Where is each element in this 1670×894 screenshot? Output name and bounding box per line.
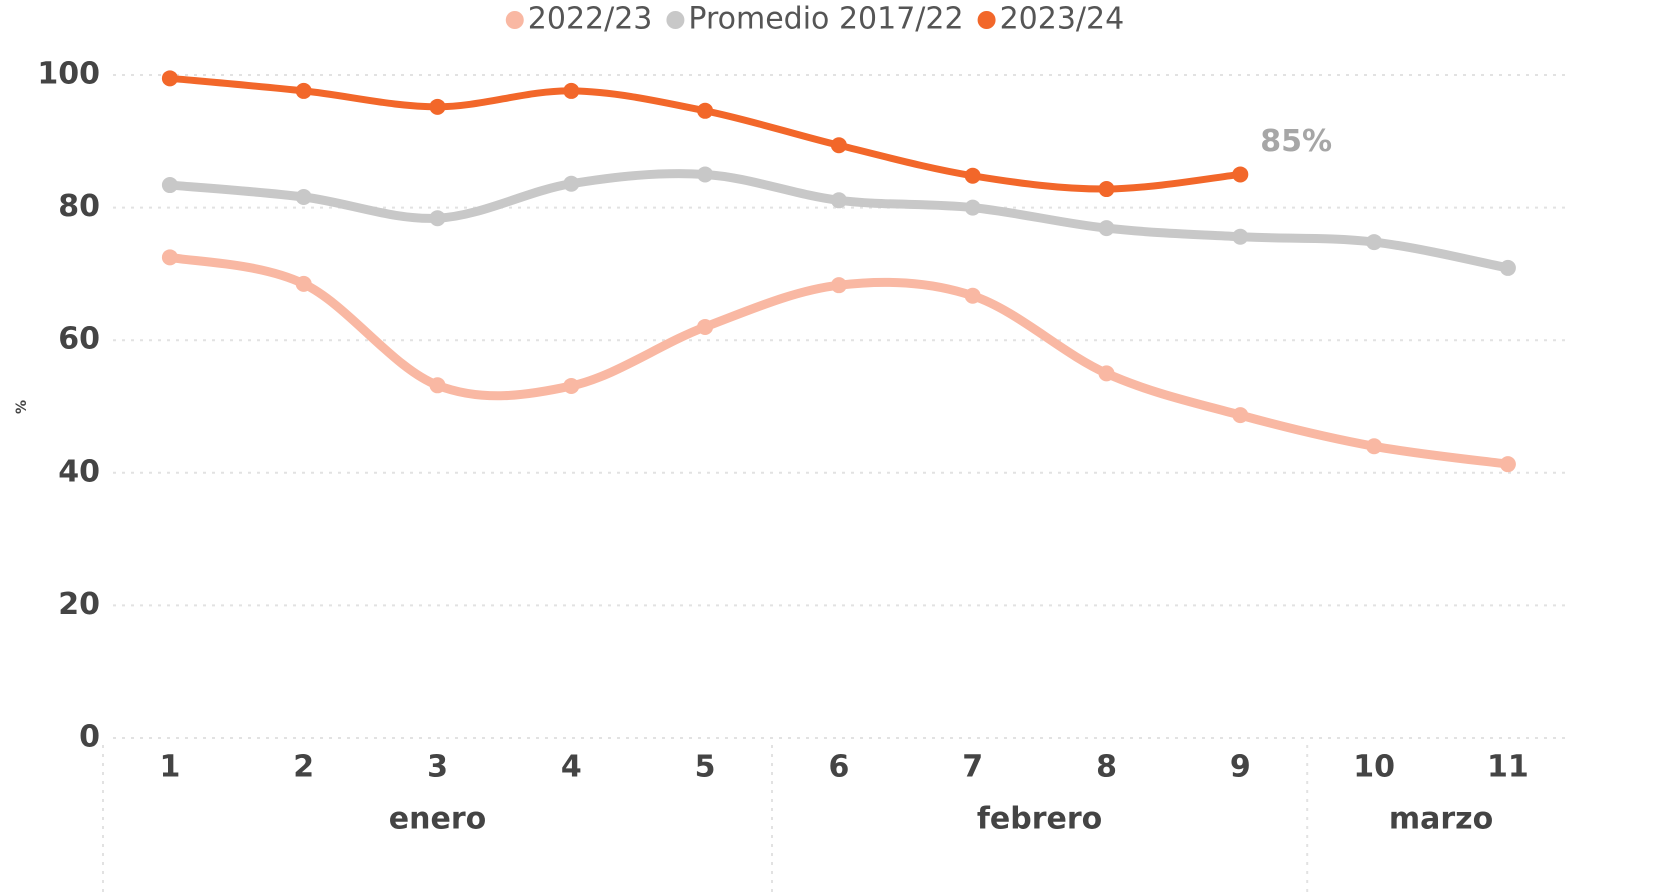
data-point	[563, 176, 579, 192]
data-point	[1099, 220, 1115, 236]
legend-marker	[978, 11, 996, 29]
data-point	[162, 70, 178, 86]
data-point	[1366, 234, 1382, 250]
data-point	[697, 319, 713, 335]
x-tick-label: 1	[159, 750, 180, 785]
data-label: 85%	[1260, 124, 1332, 159]
data-point	[1366, 438, 1382, 454]
x-tick-label: 9	[1230, 750, 1251, 785]
data-point	[1099, 365, 1115, 381]
data-point	[162, 177, 178, 193]
x-tick-label: 11	[1487, 750, 1529, 785]
data-point	[563, 83, 579, 99]
x-tick-label: 2	[293, 750, 314, 785]
data-point	[1232, 407, 1248, 423]
x-tick-label: 7	[962, 750, 983, 785]
data-point	[965, 288, 981, 304]
x-tick-label: 4	[561, 750, 582, 785]
x-tick-label: 5	[695, 750, 716, 785]
month-label: febrero	[977, 802, 1102, 837]
y-tick-label: 100	[37, 57, 100, 92]
data-point	[1232, 229, 1248, 245]
y-axis-label: %	[14, 400, 30, 414]
x-tick-label: 8	[1096, 750, 1117, 785]
data-point	[697, 103, 713, 119]
data-point	[965, 200, 981, 216]
data-point	[296, 276, 312, 292]
x-tick-label: 6	[828, 750, 849, 785]
x-tick-label: 10	[1353, 750, 1395, 785]
y-tick-label: 80	[58, 189, 100, 224]
data-point	[1500, 260, 1516, 276]
data-point	[296, 189, 312, 205]
data-point	[430, 99, 446, 115]
y-tick-label: 40	[58, 454, 100, 489]
y-tick-label: 0	[79, 720, 100, 755]
data-point	[430, 210, 446, 226]
legend-marker	[506, 11, 524, 29]
month-label: enero	[389, 802, 486, 837]
legend-label: Promedio 2017/22	[688, 2, 963, 37]
data-point	[162, 249, 178, 265]
data-point	[1099, 181, 1115, 197]
data-point	[831, 137, 847, 153]
chart: % 0 20 40 60 80 100 1 2 3 4 5 6 7 8 9 10 11 enero febrero m…	[0, 0, 1670, 894]
data-point	[697, 166, 713, 182]
legend-label: 2023/24	[1000, 2, 1125, 37]
y-tick-label: 20	[58, 587, 100, 622]
data-point	[563, 378, 579, 394]
data-point	[1232, 166, 1248, 182]
series-line	[170, 174, 1508, 268]
legend-marker	[666, 11, 684, 29]
data-point	[1500, 456, 1516, 472]
x-tick-label: 3	[427, 750, 448, 785]
legend-label: 2022/23	[528, 2, 653, 37]
data-point	[296, 83, 312, 99]
data-point	[831, 192, 847, 208]
data-point	[965, 168, 981, 184]
data-point	[831, 277, 847, 293]
month-label: marzo	[1389, 802, 1493, 837]
data-point	[430, 377, 446, 393]
y-tick-label: 60	[58, 322, 100, 357]
